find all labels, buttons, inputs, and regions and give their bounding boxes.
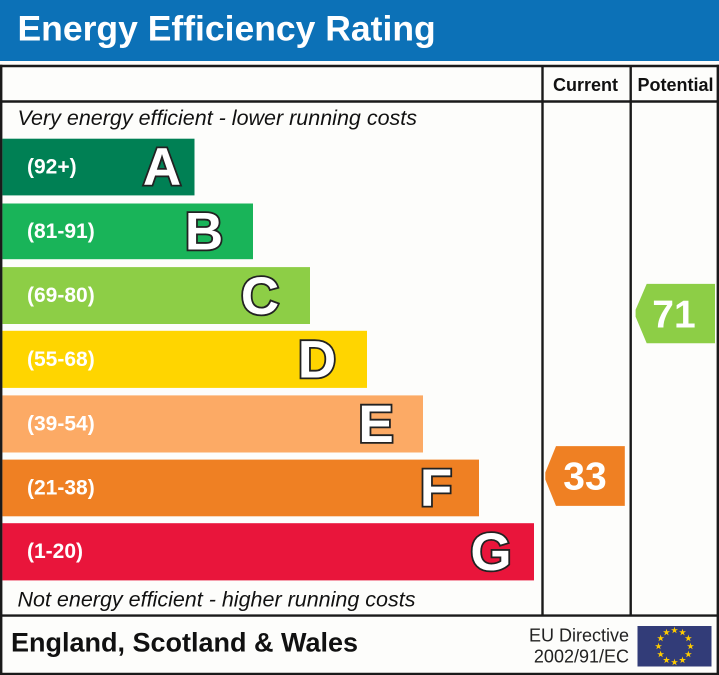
svg-text:Current: Current xyxy=(553,75,618,95)
svg-text:(21-38): (21-38) xyxy=(27,476,95,499)
svg-text:(1-20): (1-20) xyxy=(27,540,83,563)
svg-text:(69-80): (69-80) xyxy=(27,284,95,307)
svg-text:England, Scotland & Wales: England, Scotland & Wales xyxy=(11,627,358,657)
svg-text:71: 71 xyxy=(652,293,695,336)
svg-text:(55-68): (55-68) xyxy=(27,348,95,371)
svg-text:E: E xyxy=(358,395,393,454)
svg-text:F: F xyxy=(420,459,452,518)
svg-text:G: G xyxy=(470,523,511,582)
svg-text:33: 33 xyxy=(563,455,606,498)
svg-text:C: C xyxy=(241,267,279,326)
svg-text:Potential: Potential xyxy=(637,75,713,95)
svg-text:2002/91/EC: 2002/91/EC xyxy=(534,647,629,667)
svg-text:(92+): (92+) xyxy=(27,156,77,179)
svg-text:(81-91): (81-91) xyxy=(27,220,95,243)
svg-text:Energy Efficiency Rating: Energy Efficiency Rating xyxy=(18,8,436,48)
svg-text:D: D xyxy=(298,331,336,390)
svg-text:Not energy efficient - higher: Not energy efficient - higher running co… xyxy=(18,588,416,612)
svg-text:A: A xyxy=(143,138,181,197)
svg-text:(39-54): (39-54) xyxy=(27,412,95,435)
svg-text:B: B xyxy=(185,203,223,262)
svg-text:EU Directive: EU Directive xyxy=(529,626,629,646)
svg-text:Very energy efficient - lower: Very energy efficient - lower running co… xyxy=(18,106,418,130)
